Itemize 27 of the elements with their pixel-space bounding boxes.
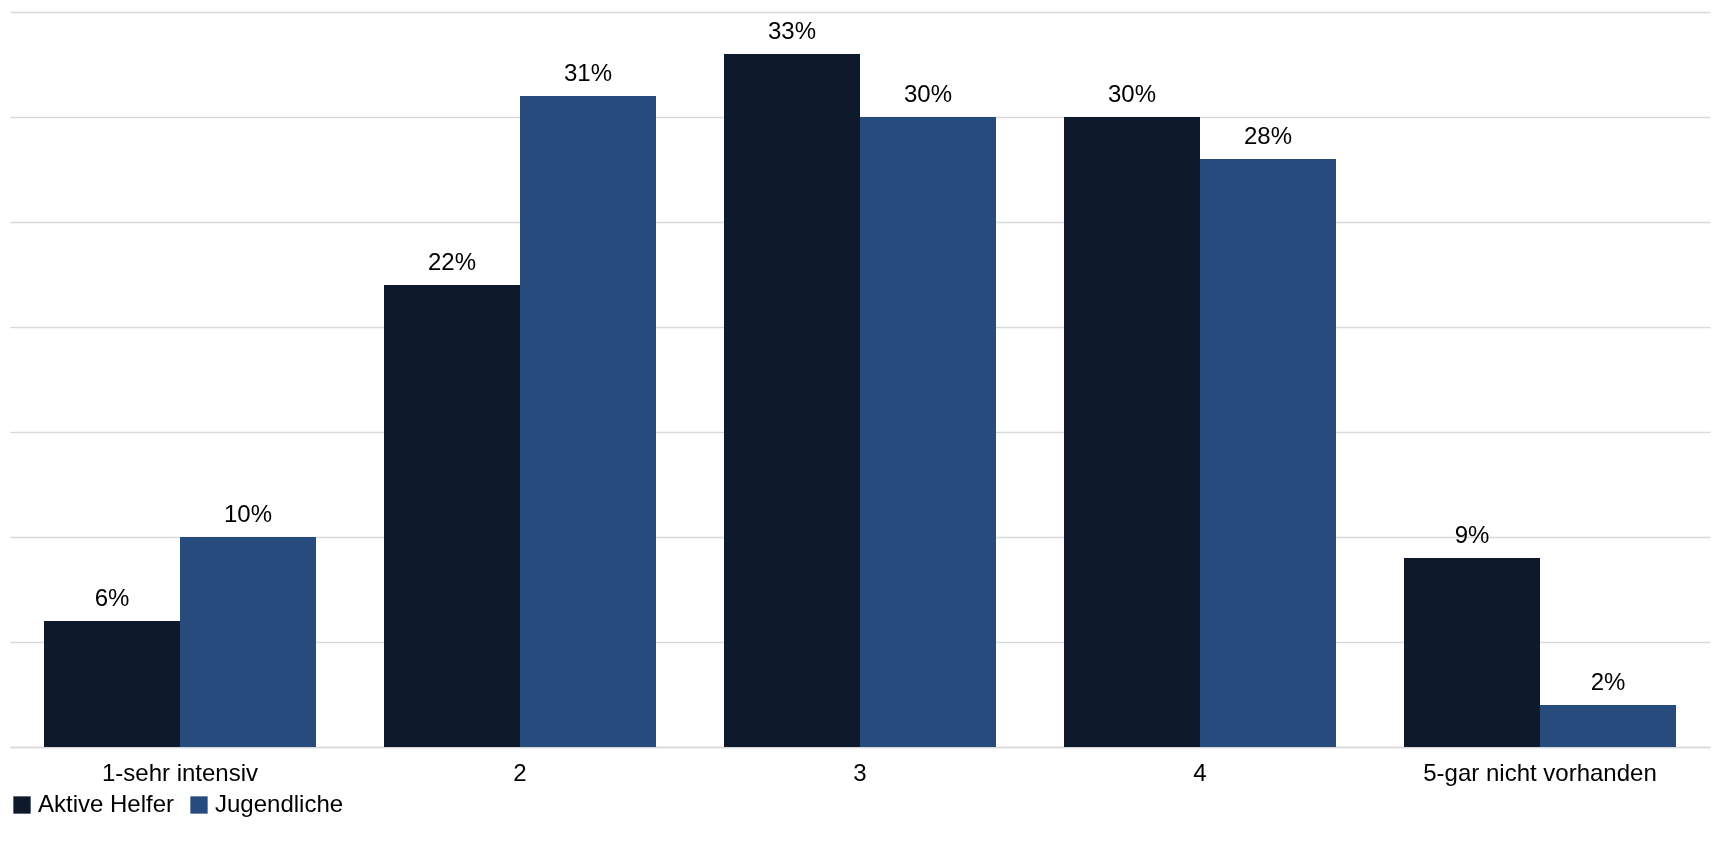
data-label: 30% <box>1107 80 1157 107</box>
data-label: 30% <box>903 80 953 107</box>
legend-label: Jugendliche <box>215 790 344 817</box>
bar <box>1200 159 1336 747</box>
x-tick-label: 4 <box>1193 758 1207 786</box>
data-label: 10% <box>223 500 273 527</box>
x-tick-label: 2 <box>513 758 527 786</box>
data-label: 33% <box>767 17 817 44</box>
bar <box>1064 117 1200 747</box>
bar <box>520 96 656 747</box>
x-tick-label: 5-gar nicht vorhanden <box>1423 758 1657 786</box>
data-label: 2% <box>1590 668 1626 695</box>
data-label: 22% <box>427 248 477 275</box>
bar <box>1540 705 1676 747</box>
data-label: 31% <box>563 59 613 86</box>
data-label: 9% <box>1454 521 1490 548</box>
x-tick-label: 1-sehr intensiv <box>101 758 259 786</box>
legend-label: Aktive Helfer <box>38 790 175 817</box>
bar <box>724 54 860 747</box>
bar <box>384 285 520 747</box>
data-label: 28% <box>1243 122 1293 149</box>
bar <box>860 117 996 747</box>
bar <box>1404 558 1540 747</box>
data-label: 6% <box>94 584 130 611</box>
bar <box>180 537 316 747</box>
x-tick-label: 3 <box>853 758 867 786</box>
bar <box>44 621 180 747</box>
